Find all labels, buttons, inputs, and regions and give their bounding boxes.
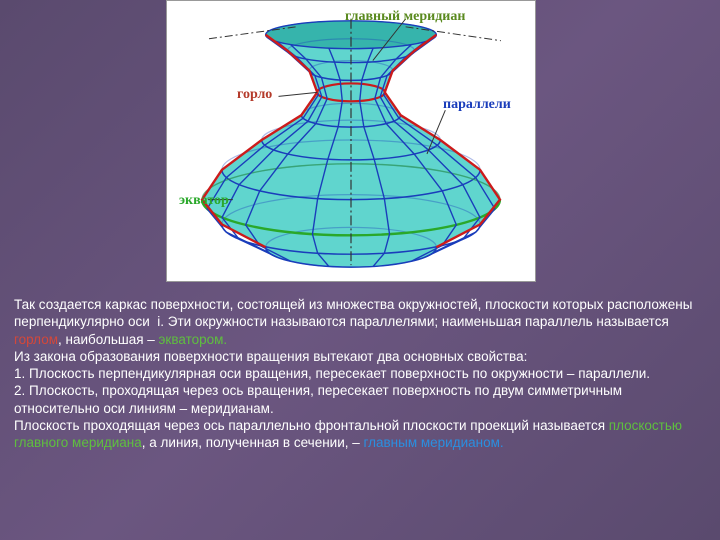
para1b: , наибольшая – xyxy=(58,332,159,347)
equator-highlight: экватором. xyxy=(159,332,228,347)
para3: 1. Плоскость перпендикулярная оси вращен… xyxy=(14,366,650,381)
label-equator: экватор xyxy=(179,193,229,209)
label-main-meridian: главный меридиан xyxy=(345,9,465,25)
description-text: Так создается каркас поверхности, состоя… xyxy=(14,296,706,451)
diagram-container: главный меридиан горло параллели экватор xyxy=(166,0,536,282)
para4: 2. Плоскость, проходящая через ось враще… xyxy=(14,383,622,415)
surface-of-revolution-diagram xyxy=(167,1,535,281)
para5a: Плоскость проходящая через ось параллель… xyxy=(14,418,609,433)
main-meridian-highlight: главным меридианом. xyxy=(364,435,504,450)
para1a: Так создается каркас поверхности, состоя… xyxy=(14,297,692,329)
throat-highlight: горлом xyxy=(14,332,58,347)
para2: Из закона образования поверхности вращен… xyxy=(14,349,527,364)
label-throat: горло xyxy=(237,87,272,103)
para5b: , а линия, полученная в сечении, – xyxy=(142,435,364,450)
label-parallels: параллели xyxy=(443,97,511,113)
